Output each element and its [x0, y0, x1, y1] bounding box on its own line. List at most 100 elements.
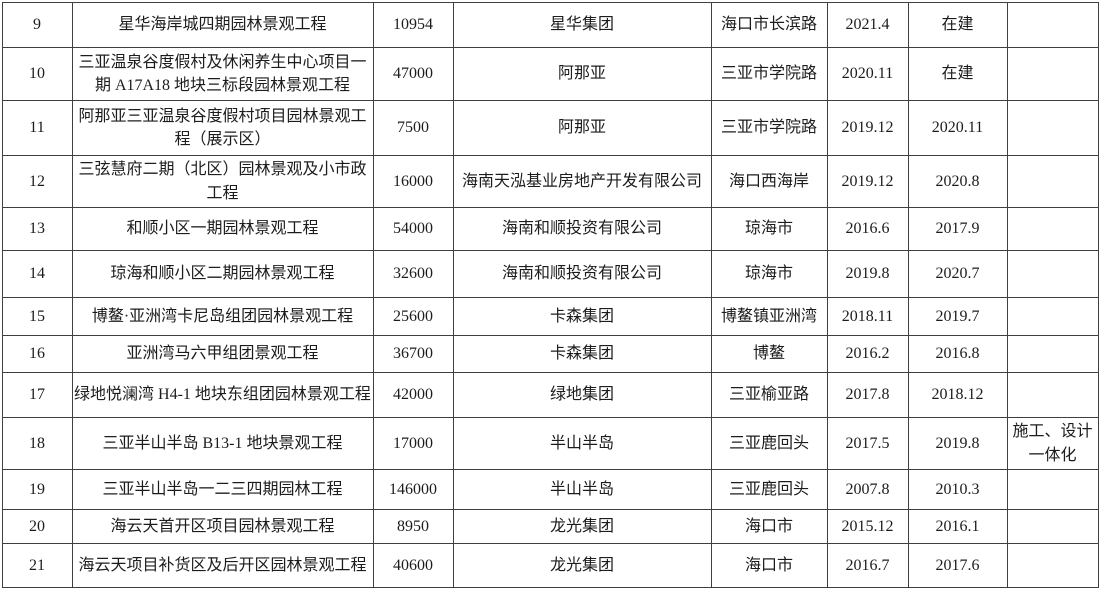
start-date-cell: 2018.11 [826, 297, 909, 336]
table-row: 13 和顺小区一期园林景观工程 54000 海南和顺投资有限公司 琼海市 201… [1, 207, 1099, 251]
remark-cell [1006, 155, 1099, 208]
developer-cell: 卡森集团 [452, 335, 712, 373]
table-row: 20 海云天首开区项目园林景观工程 8950 龙光集团 海口市 2015.12 … [1, 509, 1099, 544]
location-cell: 琼海市 [710, 250, 828, 298]
table-row: 16 亚洲湾马六甲组团景观工程 36700 卡森集团 博鳌 2016.2 201… [1, 335, 1099, 373]
project-name-cell: 星华海岸城四期园林景观工程 [71, 2, 374, 48]
row-index-cell: 19 [1, 469, 73, 510]
end-date-cell: 2016.8 [907, 335, 1008, 373]
area-cell: 146000 [372, 469, 454, 510]
area-cell: 54000 [372, 207, 454, 251]
project-name-cell: 博鳌·亚洲湾卡尼岛组团园林景观工程 [71, 297, 374, 336]
project-name-cell: 三亚半山半岛 B13-1 地块景观工程 [71, 417, 374, 470]
start-date-cell: 2016.7 [826, 543, 909, 588]
end-date-cell: 2018.12 [907, 372, 1008, 418]
table-row: 12 三弦慧府二期（北区）园林景观及小市政工程 16000 海南天泓基业房地产开… [1, 155, 1099, 208]
remark-cell [1006, 207, 1099, 251]
developer-cell: 卡森集团 [452, 297, 712, 336]
location-cell: 三亚鹿回头 [710, 417, 828, 470]
remark-cell [1006, 47, 1099, 101]
table-row: 15 博鳌·亚洲湾卡尼岛组团园林景观工程 25600 卡森集团 博鳌镇亚洲湾 2… [1, 297, 1099, 336]
location-cell: 博鳌镇亚洲湾 [710, 297, 828, 336]
end-date-cell: 2020.7 [907, 250, 1008, 298]
row-index-cell: 20 [1, 509, 73, 544]
project-name-cell: 绿地悦澜湾 H4-1 地块东组团园林景观工程 [71, 372, 374, 418]
project-name-cell: 海云天项目补货区及后开区园林景观工程 [71, 543, 374, 588]
developer-cell: 海南和顺投资有限公司 [452, 250, 712, 298]
row-index-cell: 16 [1, 335, 73, 373]
location-cell: 三亚市学院路 [710, 47, 828, 101]
developer-cell: 半山半岛 [452, 469, 712, 510]
row-index-cell: 21 [1, 543, 73, 588]
start-date-cell: 2007.8 [826, 469, 909, 510]
start-date-cell: 2017.5 [826, 417, 909, 470]
area-cell: 32600 [372, 250, 454, 298]
developer-cell: 半山半岛 [452, 417, 712, 470]
row-index-cell: 17 [1, 372, 73, 418]
remark-cell [1006, 509, 1099, 544]
remark-cell [1006, 250, 1099, 298]
row-index-cell: 9 [1, 2, 73, 48]
remark-cell: 施工、设计一体化 [1006, 417, 1099, 470]
project-name-cell: 海云天首开区项目园林景观工程 [71, 509, 374, 544]
project-name-cell: 和顺小区一期园林景观工程 [71, 207, 374, 251]
developer-cell: 绿地集团 [452, 372, 712, 418]
area-cell: 10954 [372, 2, 454, 48]
location-cell: 海口市 [710, 543, 828, 588]
remark-cell [1006, 372, 1099, 418]
start-date-cell: 2019.8 [826, 250, 909, 298]
remark-cell [1006, 543, 1099, 588]
start-date-cell: 2020.11 [826, 47, 909, 101]
end-date-cell: 2017.6 [907, 543, 1008, 588]
area-cell: 36700 [372, 335, 454, 373]
location-cell: 海口西海岸 [710, 155, 828, 208]
location-cell: 博鳌 [710, 335, 828, 373]
area-cell: 42000 [372, 372, 454, 418]
developer-cell: 阿那亚 [452, 47, 712, 101]
row-index-cell: 13 [1, 207, 73, 251]
remark-cell [1006, 335, 1099, 373]
developer-cell: 星华集团 [452, 2, 712, 48]
start-date-cell: 2019.12 [826, 155, 909, 208]
table-row: 11 阿那亚三亚温泉谷度假村项目园林景观工程（展示区） 7500 阿那亚 三亚市… [1, 100, 1099, 156]
remark-cell [1006, 2, 1099, 48]
end-date-cell: 在建 [907, 47, 1008, 101]
end-date-cell: 2010.3 [907, 469, 1008, 510]
location-cell: 海口市 [710, 509, 828, 544]
end-date-cell: 在建 [907, 2, 1008, 48]
location-cell: 海口市长滨路 [710, 2, 828, 48]
developer-cell: 海南天泓基业房地产开发有限公司 [452, 155, 712, 208]
table-row: 18 三亚半山半岛 B13-1 地块景观工程 17000 半山半岛 三亚鹿回头 … [1, 417, 1099, 470]
row-index-cell: 11 [1, 100, 73, 156]
start-date-cell: 2017.8 [826, 372, 909, 418]
start-date-cell: 2021.4 [826, 2, 909, 48]
remark-cell [1006, 297, 1099, 336]
table-row: 19 三亚半山半岛一二三四期园林工程 146000 半山半岛 三亚鹿回头 200… [1, 469, 1099, 510]
end-date-cell: 2019.8 [907, 417, 1008, 470]
project-name-cell: 三弦慧府二期（北区）园林景观及小市政工程 [71, 155, 374, 208]
row-index-cell: 15 [1, 297, 73, 336]
area-cell: 7500 [372, 100, 454, 156]
project-name-cell: 三亚温泉谷度假村及休闲养生中心项目一期 A17A18 地块三标段园林景观工程 [71, 47, 374, 101]
start-date-cell: 2016.6 [826, 207, 909, 251]
area-cell: 17000 [372, 417, 454, 470]
end-date-cell: 2020.8 [907, 155, 1008, 208]
row-index-cell: 18 [1, 417, 73, 470]
area-cell: 40600 [372, 543, 454, 588]
area-cell: 47000 [372, 47, 454, 101]
developer-cell: 阿那亚 [452, 100, 712, 156]
table-row: 21 海云天项目补货区及后开区园林景观工程 40600 龙光集团 海口市 201… [1, 543, 1099, 588]
area-cell: 25600 [372, 297, 454, 336]
table-row: 10 三亚温泉谷度假村及休闲养生中心项目一期 A17A18 地块三标段园林景观工… [1, 47, 1099, 101]
end-date-cell: 2020.11 [907, 100, 1008, 156]
project-name-cell: 阿那亚三亚温泉谷度假村项目园林景观工程（展示区） [71, 100, 374, 156]
project-name-cell: 琼海和顺小区二期园林景观工程 [71, 250, 374, 298]
start-date-cell: 2019.12 [826, 100, 909, 156]
table-row: 9 星华海岸城四期园林景观工程 10954 星华集团 海口市长滨路 2021.4… [1, 2, 1099, 48]
end-date-cell: 2019.7 [907, 297, 1008, 336]
row-index-cell: 10 [1, 47, 73, 101]
location-cell: 三亚榆亚路 [710, 372, 828, 418]
table-row: 17 绿地悦澜湾 H4-1 地块东组团园林景观工程 42000 绿地集团 三亚榆… [1, 372, 1099, 418]
start-date-cell: 2016.2 [826, 335, 909, 373]
